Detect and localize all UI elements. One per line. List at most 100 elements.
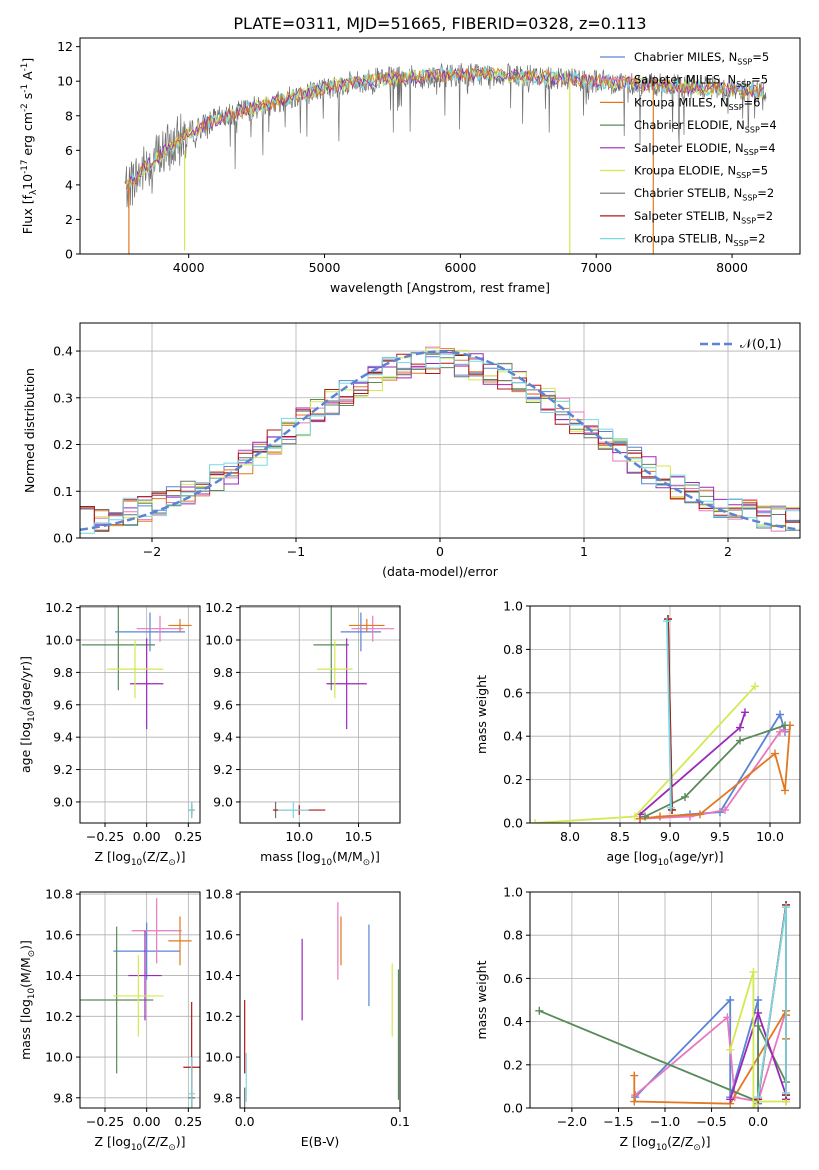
x-tick-label: 10.5	[345, 829, 373, 844]
weight-marker	[749, 1104, 758, 1108]
x-tick-label: −1.0	[650, 1114, 680, 1129]
y-tick-label: 0.2	[53, 437, 73, 452]
y-tick-label: 10.4	[45, 968, 73, 983]
y-tick-label: 10.6	[205, 927, 233, 942]
legend-label: Chabrier ELODIE, NSSP​=4	[634, 118, 777, 134]
plot-area-ebv-mass	[244, 902, 400, 1108]
y-tick-label: 0.8	[503, 642, 523, 657]
legend-label: Salpeter STELIB, NSSP​=2	[634, 209, 773, 225]
x-tick-label: 2	[724, 544, 732, 559]
y-tick-label: 0.6	[503, 971, 523, 986]
weight-marker	[754, 1093, 763, 1102]
y-tick-label: 8	[65, 108, 73, 123]
weight-line-salpeter_elodie	[639, 712, 746, 815]
x-axis-label: Z [log10​(Z/Z⊙​)]	[94, 1134, 185, 1153]
y-tick-label: 12	[57, 39, 73, 54]
y-tick-label: 10.8	[205, 887, 233, 902]
plot-area-spectrum	[124, 62, 767, 254]
y-tick-label: 9.0	[213, 794, 233, 809]
weight-marker	[776, 710, 784, 719]
y-tick-label: 9.6	[213, 697, 233, 712]
y-tick-label: 10.2	[45, 600, 73, 615]
x-axis-label: mass [log10​(M/M⊙​)]	[260, 849, 380, 868]
y-tick-label: 10.2	[45, 1009, 73, 1024]
y-tick-label: 10.2	[205, 1009, 233, 1024]
plot-area-z-mass	[80, 898, 200, 1108]
x-tick-label: 0.0	[235, 1114, 255, 1129]
y-tick-label: 4	[65, 177, 73, 192]
plot-z-mass: −0.25 0.00 0.25 9.8 10.0 10.2 10.4 10.6 10.8 Z [l…	[18, 887, 202, 1153]
x-tick-label: 0.00	[133, 1114, 161, 1129]
y-tick-label: 9.2	[53, 762, 73, 777]
weight-marker	[782, 1088, 791, 1097]
histogram-kroupa_stelib	[80, 353, 800, 534]
weight-marker	[656, 812, 664, 821]
weight-marker	[726, 1095, 735, 1104]
legend-label: Salpeter ELODIE, NSSP​=4	[634, 141, 776, 157]
y-axis-label: mass [log10​(M/M⊙​)]	[18, 940, 37, 1060]
normal-curve	[80, 350, 800, 532]
weight-marker	[771, 749, 779, 758]
y-tick-label: 0.4	[503, 729, 523, 744]
weight-marker	[631, 812, 639, 821]
y-axis-label: age [log10​(age/yr)]	[18, 656, 37, 773]
x-tick-label: −0.5	[696, 1114, 726, 1129]
x-tick-label: 9.5	[710, 829, 730, 844]
y-tick-label: 0.0	[503, 816, 523, 831]
y-tick-label: 0.8	[503, 928, 523, 943]
x-tick-label: 0.0	[748, 1114, 768, 1129]
y-tick-label: 10.0	[205, 633, 233, 648]
x-tick-label: −0.25	[86, 829, 124, 844]
plot-residuals: −2 −1 0 1 2 0.0 0.1 0.2 0.3 0.4 (data-model)/error…	[22, 322, 801, 579]
weight-marker	[776, 727, 784, 736]
x-tick-label: −2	[143, 544, 161, 559]
plot-z-weight: −2.0 −1.5 −1.0 −0.5 0.0 0.0 0.2 0.4 0.6 0.8 1.0 Z […	[474, 885, 801, 1153]
x-tick-label: 8.0	[560, 829, 580, 844]
y-tick-label: 0.2	[503, 772, 523, 787]
weight-marker	[630, 1071, 639, 1080]
y-tick-label: 9.2	[213, 762, 233, 777]
weight-line-kroupa_stelib	[666, 621, 672, 808]
weight-marker	[663, 617, 671, 626]
legend-label: Kroupa ELODIE, NSSP​=5	[634, 164, 768, 180]
x-tick-label: 0.25	[174, 829, 202, 844]
y-tick-label: 10.0	[45, 633, 73, 648]
weight-marker	[754, 1021, 763, 1030]
plot-area-z-weight	[535, 900, 791, 1108]
weight-marker	[782, 903, 791, 912]
x-tick-label: 0	[436, 544, 444, 559]
weight-marker	[686, 812, 694, 821]
y-tick-label: 10.6	[45, 927, 73, 942]
x-tick-label: −1.5	[603, 1114, 633, 1129]
y-tick-label: 0.4	[503, 1014, 523, 1029]
x-axis-label: wavelength [Angstrom, rest frame]	[330, 280, 550, 295]
weight-marker	[741, 708, 749, 717]
y-tick-label: 9.6	[53, 697, 73, 712]
weight-marker	[736, 723, 744, 732]
weight-marker	[681, 792, 689, 801]
plot-spectrum: 4000 5000 6000 7000 8000 0 2 4 6 8 10 12 wavelength …	[20, 37, 801, 295]
y-axis-label: mass weight	[474, 675, 489, 754]
axes-frame	[239, 891, 401, 1109]
legend-label: 𝒩(0,1)	[740, 336, 782, 351]
y-tick-label: 2	[65, 212, 73, 227]
weight-line-chabrier_elodie	[644, 724, 786, 818]
x-tick-label: −0.25	[86, 1114, 124, 1129]
axes-frame	[79, 605, 201, 824]
x-axis-label: E(B-V)	[301, 1134, 340, 1149]
y-tick-label: 0.1	[53, 484, 73, 499]
axes-frame	[529, 605, 801, 824]
y-tick-label: 10.0	[45, 1050, 73, 1065]
y-axis-label: Normed distribution	[22, 368, 37, 493]
y-tick-label: 10.8	[45, 887, 73, 902]
legend-label: Chabrier STELIB, NSSP​=2	[634, 186, 774, 202]
x-tick-label: 0.00	[133, 829, 161, 844]
x-tick-label: 8.5	[610, 829, 630, 844]
y-tick-label: 0.2	[503, 1057, 523, 1072]
spectrum-model-kroupa_miles	[125, 67, 764, 191]
weight-marker	[781, 721, 789, 730]
plot-mass-age: 10.0 10.5 9.0 9.2 9.4 9.6 9.8 10.0 10.2 mass [log…	[205, 600, 401, 868]
weight-marker	[723, 1013, 732, 1022]
plot-ebv-mass: 0.0 0.1 9.8 10.0 10.2 10.4 10.6 10.8 E(B-V)	[205, 887, 410, 1149]
